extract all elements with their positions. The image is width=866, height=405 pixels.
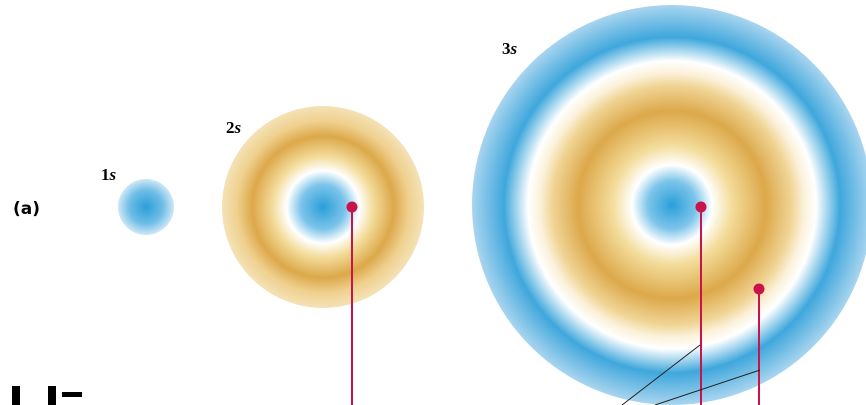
panel-label: (a) — [13, 199, 40, 219]
node-dot — [346, 201, 358, 213]
pointer-lines — [621, 344, 761, 405]
shell-number: 2 — [226, 118, 235, 137]
orbital-1s — [118, 179, 174, 235]
orbital-3s — [472, 5, 866, 405]
shell-number: 3 — [502, 39, 511, 58]
node-lines — [351, 207, 760, 405]
orbital-2s — [222, 106, 424, 308]
cropped-glyph — [48, 386, 56, 405]
shell-number: 1 — [101, 165, 110, 184]
cropped-glyph — [12, 386, 20, 405]
node-dots — [346, 201, 765, 295]
orbital-letter: s — [510, 39, 518, 58]
orbital-label: 1s — [101, 165, 117, 184]
pointer-line — [621, 344, 701, 405]
orbital-letter: s — [109, 165, 117, 184]
cropped-text — [12, 386, 82, 405]
node-dot — [753, 283, 765, 295]
cropped-glyph — [62, 392, 82, 397]
orbital-label: 2s — [226, 118, 242, 137]
node-dot — [695, 201, 707, 213]
orbital-label: 3s — [502, 39, 518, 58]
orbital-letter: s — [234, 118, 242, 137]
pointer-line — [654, 369, 761, 405]
